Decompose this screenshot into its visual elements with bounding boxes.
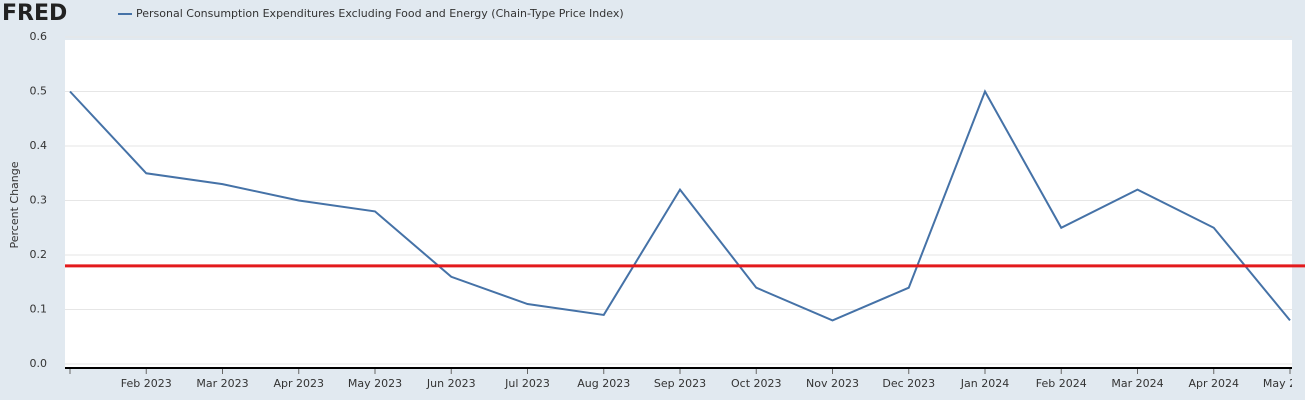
legend-label: Personal Consumption Expenditures Exclud… — [136, 7, 624, 20]
y-axis-title: Percent Change — [8, 161, 21, 248]
y-tick-label: 0.1 — [30, 303, 48, 316]
x-tick-label: Oct 2023 — [731, 377, 782, 390]
logo: FRED — [2, 1, 67, 26]
y-tick-label: 0.4 — [30, 139, 48, 152]
x-tick-label: Feb 2024 — [1036, 377, 1087, 390]
y-tick-label: 0.2 — [30, 248, 48, 261]
plot-area — [65, 40, 1292, 368]
x-tick-label: Feb 2023 — [121, 377, 172, 390]
x-tick-label: Mar 2024 — [1111, 377, 1163, 390]
y-tick-label: 0.0 — [30, 357, 48, 370]
x-tick-label: Dec 2023 — [882, 377, 935, 390]
x-tick-label: Apr 2024 — [1188, 377, 1239, 390]
y-tick-label: 0.6 — [30, 30, 48, 43]
x-tick-label: Jun 2023 — [426, 377, 476, 390]
x-tick-label: May 2023 — [348, 377, 402, 390]
x-labels: Feb 2023 Mar 2023 Apr 2023 May 2023 Jun 2023… — [121, 377, 1305, 390]
x-tick-label: Sep 2023 — [654, 377, 706, 390]
x-tick-label: Nov 2023 — [806, 377, 859, 390]
x-tick-label: May 2024 — [1263, 377, 1305, 390]
x-tick-label: Jan 2024 — [960, 377, 1009, 390]
x-tick-label: Aug 2023 — [577, 377, 630, 390]
line — [69, 89, 1291, 322]
y-tick-label: 0.5 — [30, 85, 48, 98]
x-tick-label: Apr 2023 — [273, 377, 324, 390]
y-tick-label: 0.3 — [30, 194, 48, 207]
x-tick-label: Mar 2023 — [196, 377, 248, 390]
x-tick-label: Jul 2023 — [504, 377, 550, 390]
